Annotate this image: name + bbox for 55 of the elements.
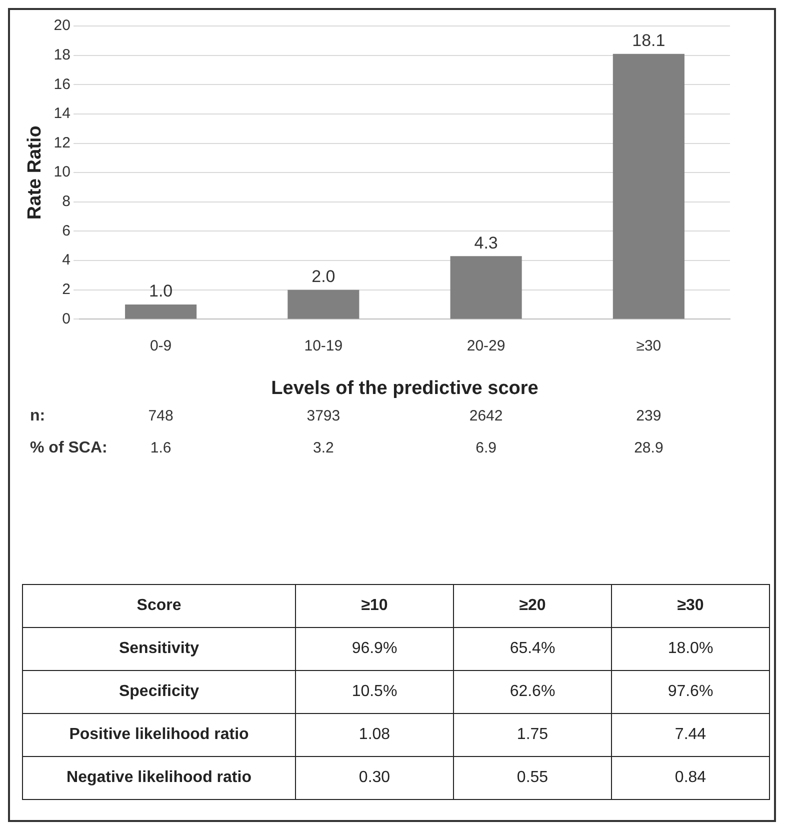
y-tick-label: 0 [62,310,70,328]
text: 62.6% [454,670,612,714]
category-label: Score [22,584,296,628]
y-tick-label: 18 [54,46,70,64]
y-tick-label: 20 [54,17,70,34]
category-label: ≥30 [612,584,770,628]
text: 748 [148,408,174,425]
data-label: 2.0 [312,267,336,286]
text: 18.0% [612,628,770,670]
text: 7.44 [612,714,770,756]
x-tick-label: 20-29 [466,337,506,354]
bar [125,304,197,319]
y-tick-label: 12 [54,134,70,152]
text: 3793 [306,408,340,425]
x-tick-label: ≥30 [636,337,662,354]
text: 2642 [469,408,503,425]
text: n: [30,407,46,424]
text: Positive likelihood ratio [22,714,296,756]
y-tick-label: 16 [54,76,70,93]
y-tick-label: 6 [62,222,70,240]
bar [288,290,360,319]
text: Negative likelihood ratio [22,756,296,800]
text: 0.30 [296,756,454,800]
text: 1.75 [454,714,612,756]
y-tick-label: 8 [62,193,70,210]
text: 6.9 [476,440,496,457]
text: 10.5% [296,670,454,714]
x-axis-title: Levels of the predictive score [271,378,538,399]
text: 65.4% [454,628,612,670]
text: Sensitivity [22,628,296,670]
text: 3.2 [313,440,334,457]
x-tick-label: 10-19 [304,337,343,354]
y-tick-label: 2 [62,281,70,298]
data-label: 4.3 [474,233,498,252]
text: 239 [636,408,662,425]
text: 28.9 [634,440,664,457]
text: Specificity [22,670,296,714]
text: % of SCA: [30,439,108,456]
category-label: ≥10 [296,584,454,628]
x-tick-label: 0-9 [150,337,172,354]
text: 0.55 [454,756,612,800]
y-axis-title: Rate Ratio [24,126,46,220]
y-tick-label: 10 [54,164,70,181]
text: 1.6 [150,440,172,457]
text: 97.6% [612,670,770,714]
text: 0.84 [612,756,770,800]
text: 96.9% [296,628,454,670]
data-label: 18.1 [632,31,666,50]
bar [612,54,684,319]
y-tick-label: 4 [62,252,70,269]
data-label: 1.0 [148,282,173,301]
category-label: ≥20 [454,584,612,628]
bar [450,256,522,319]
text: 1.08 [296,714,454,756]
y-tick-label: 14 [54,105,70,122]
